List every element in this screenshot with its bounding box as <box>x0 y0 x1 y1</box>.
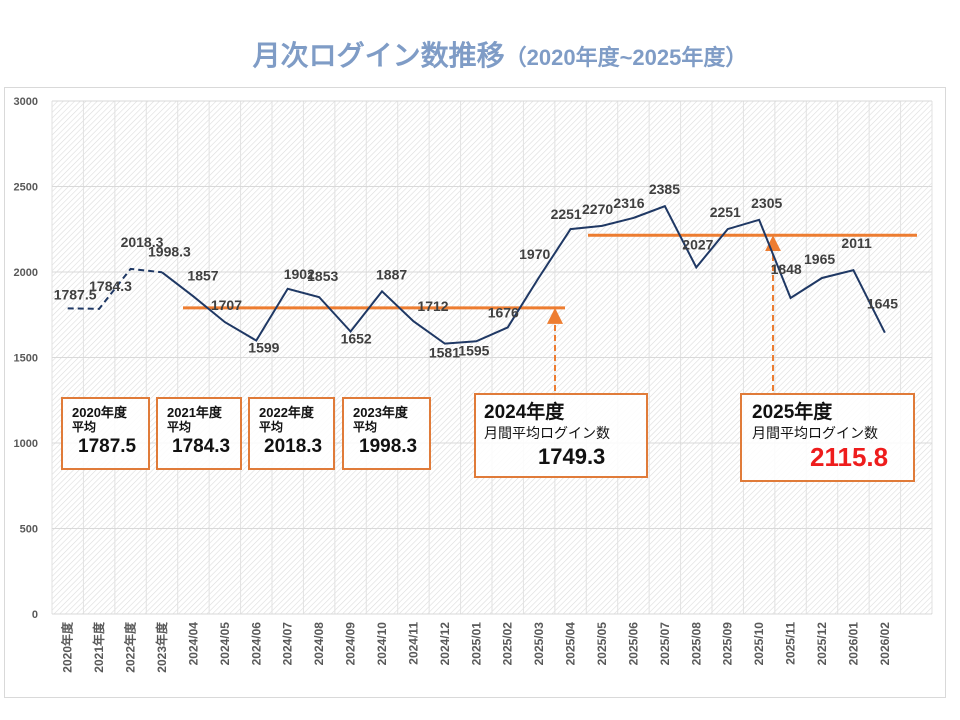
x-tick-label: 2025/03 <box>532 622 546 666</box>
y-tick-label: 500 <box>20 524 38 536</box>
data-label: 2251 <box>551 206 582 222</box>
box-caption: 月間平均ログイン数 <box>484 425 610 441</box>
y-tick-label: 2500 <box>14 182 38 194</box>
fy2024-average-box: 2024年度 月間平均ログイン数 1749.3 <box>474 393 648 478</box>
box-year: 2024年度 <box>484 402 565 423</box>
data-label: 2027 <box>682 236 713 252</box>
data-label: 2305 <box>751 195 782 211</box>
data-label: 2251 <box>710 204 741 220</box>
data-label: 2011 <box>841 235 872 251</box>
data-label: 2018.3 <box>121 234 164 250</box>
x-tick-label: 2026/01 <box>846 622 860 666</box>
box-value: 2018.3 <box>264 436 323 457</box>
x-tick-label: 2023年度 <box>154 621 169 673</box>
x-tick-label: 2025/06 <box>626 622 640 666</box>
average-lines <box>183 233 917 391</box>
x-tick-label: 2025/04 <box>564 622 578 666</box>
x-tick-label: 2024/05 <box>218 622 232 666</box>
x-tick-label: 2025/10 <box>752 622 766 666</box>
x-tick-label: 2026/02 <box>878 622 892 666</box>
x-tick-label: 2024/08 <box>312 622 326 666</box>
data-label: 2316 <box>613 195 644 211</box>
box-year: 2022年度 <box>259 405 314 420</box>
data-label: 1599 <box>248 340 279 356</box>
data-label: 2270 <box>582 201 613 217</box>
box-caption: 平均 <box>167 420 192 434</box>
data-label: 2385 <box>649 181 680 197</box>
data-label: 1645 <box>867 296 898 312</box>
box-year: 2023年度 <box>353 405 408 420</box>
x-tick-label: 2025/07 <box>658 622 672 666</box>
x-tick-label: 2024/10 <box>375 622 389 666</box>
box-value: 1998.3 <box>359 436 418 457</box>
box-caption: 平均 <box>353 420 378 434</box>
data-label: 1787.5 <box>54 286 97 302</box>
x-tick-label: 2025/11 <box>784 622 798 665</box>
data-label: 1970 <box>519 246 550 262</box>
x-tick-label: 2024/11 <box>406 622 420 665</box>
box-value: 1749.3 <box>538 444 606 469</box>
x-tick-label: 2022年度 <box>123 621 138 673</box>
x-tick-label: 2025/02 <box>501 622 515 666</box>
x-tick-label: 2025/08 <box>689 622 703 666</box>
data-label: 1581 <box>429 345 460 361</box>
yearly-average-box: 2021年度 平均 1784.3 <box>156 397 242 470</box>
x-tick-label: 2024/07 <box>281 622 295 666</box>
x-tick-label: 2025/01 <box>469 622 483 666</box>
box-value-highlight: 2115.8 <box>810 442 889 472</box>
data-label: 1712 <box>417 298 448 314</box>
chart-title-sub: （2020年度~2025年度） <box>504 45 748 70</box>
chart-title: 月次ログイン数推移（2020年度~2025年度） <box>0 34 960 74</box>
data-label: 1848 <box>771 261 802 277</box>
data-label: 1965 <box>804 251 835 267</box>
y-axis: 0 500 1000 1500 2000 2500 3000 <box>14 96 38 621</box>
chart-frame <box>4 87 946 698</box>
data-label: 1887 <box>376 266 407 282</box>
y-tick-label: 3000 <box>14 96 38 108</box>
series-dashed-segment <box>67 267 163 310</box>
box-year: 2020年度 <box>72 405 127 420</box>
data-label: 1902 <box>284 266 315 282</box>
box-value: 1784.3 <box>172 436 231 457</box>
x-tick-label: 2025/05 <box>595 622 609 666</box>
x-axis: 2020年度 2021年度 2022年度 2023年度 2024/04 2024/05 20… <box>60 621 892 673</box>
y-tick-label: 1500 <box>14 353 38 365</box>
y-tick-label: 1000 <box>14 438 38 450</box>
data-label: 1853 <box>307 268 338 284</box>
data-label: 1857 <box>187 267 218 283</box>
series-solid-segment <box>161 204 886 345</box>
yearly-average-box: 2020年度 平均 1787.5 <box>61 397 150 470</box>
data-label: 1676 <box>488 304 519 320</box>
fy2025-average-box: 2025年度 月間平均ログイン数 2115.8 <box>740 393 915 482</box>
x-tick-label: 2020年度 <box>60 621 75 673</box>
box-caption: 月間平均ログイン数 <box>752 425 878 441</box>
x-tick-label: 2025/12 <box>815 622 829 666</box>
data-label: 1707 <box>211 297 242 313</box>
x-tick-label: 2024/12 <box>438 622 452 666</box>
data-label: 1998.3 <box>148 243 191 259</box>
series-line <box>67 204 886 345</box>
box-value: 1787.5 <box>78 436 137 457</box>
data-label: 1595 <box>458 342 489 358</box>
y-tick-label: 2000 <box>14 267 38 279</box>
x-tick-label: 2025/09 <box>721 622 735 666</box>
box-year: 2021年度 <box>167 405 222 420</box>
y-tick-label: 0 <box>32 609 38 621</box>
x-tick-label: 2021年度 <box>91 621 106 673</box>
x-tick-label: 2024/06 <box>249 622 263 666</box>
box-caption: 平均 <box>259 420 284 434</box>
x-tick-label: 2024/09 <box>344 622 358 666</box>
yearly-average-box: 2022年度 平均 2018.3 <box>248 397 335 470</box>
chart-title-main: 月次ログイン数推移 <box>252 40 505 71</box>
data-label: 1652 <box>341 331 372 347</box>
yearly-average-box: 2023年度 平均 1998.3 <box>342 397 431 470</box>
data-label: 1784.3 <box>89 278 132 294</box>
x-tick-label: 2024/04 <box>186 622 200 666</box>
box-caption: 平均 <box>72 420 97 434</box>
gridlines <box>51 100 933 615</box>
box-year: 2025年度 <box>752 402 833 423</box>
